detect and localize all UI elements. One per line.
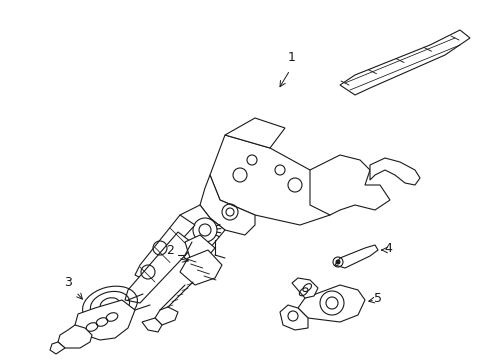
- Circle shape: [335, 260, 339, 264]
- Text: 1: 1: [287, 50, 295, 63]
- Text: 4: 4: [383, 242, 391, 255]
- Polygon shape: [369, 158, 419, 185]
- Text: 3: 3: [64, 276, 72, 289]
- Polygon shape: [200, 175, 254, 235]
- Polygon shape: [125, 232, 195, 303]
- Polygon shape: [135, 215, 195, 280]
- Polygon shape: [58, 325, 92, 348]
- Polygon shape: [280, 305, 307, 330]
- Polygon shape: [297, 285, 364, 322]
- Polygon shape: [178, 205, 224, 252]
- Polygon shape: [224, 118, 285, 148]
- Polygon shape: [142, 318, 162, 332]
- Polygon shape: [209, 135, 339, 225]
- Polygon shape: [334, 245, 377, 268]
- Polygon shape: [50, 342, 65, 354]
- Text: 2: 2: [166, 243, 174, 257]
- Polygon shape: [184, 235, 215, 260]
- Polygon shape: [339, 30, 469, 95]
- Polygon shape: [180, 250, 222, 285]
- Polygon shape: [291, 278, 317, 298]
- Text: 5: 5: [373, 292, 381, 305]
- Polygon shape: [309, 155, 389, 215]
- Polygon shape: [155, 307, 178, 325]
- Polygon shape: [75, 300, 135, 340]
